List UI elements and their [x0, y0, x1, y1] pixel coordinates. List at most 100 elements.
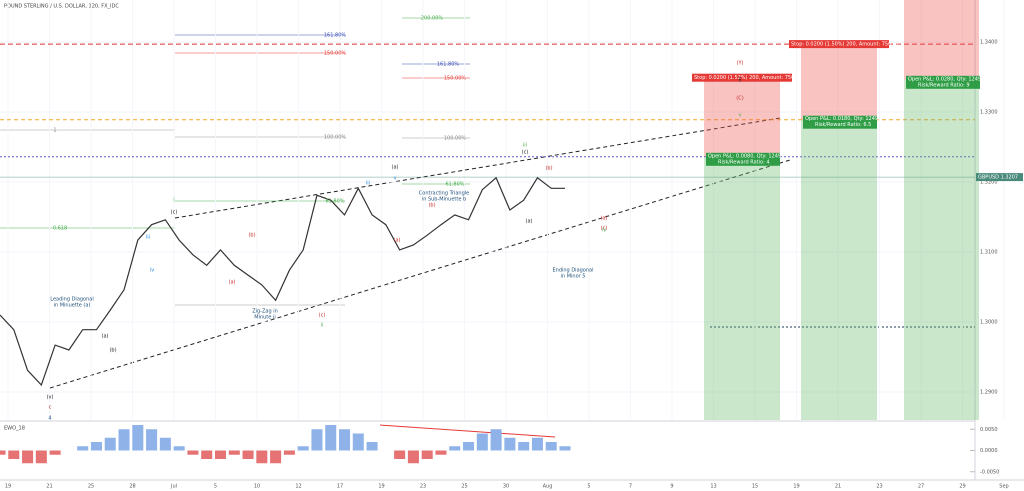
- x-tick-label: 17: [337, 484, 343, 490]
- x-tick-label: 5: [214, 484, 217, 490]
- oscillator-bar: [504, 437, 516, 451]
- annotation: (c): [319, 313, 326, 319]
- annotation: 150.00%: [324, 51, 346, 57]
- x-tick-label: 30: [503, 484, 509, 490]
- trend-line: [49, 159, 791, 389]
- x-tick-label: Jul: [170, 484, 177, 490]
- annotation: in Minor 5: [561, 274, 586, 280]
- annotation: i: [173, 198, 174, 204]
- oscillator-bar: [270, 450, 282, 464]
- x-tick-label: 23: [420, 484, 426, 490]
- chart-title: POUND STERLING / U.S. DOLLAR, 120, FX_ID…: [4, 4, 119, 10]
- stop-zone: [704, 77, 780, 157]
- oscillator-bar: [339, 429, 351, 451]
- oscillator-bar: [435, 450, 447, 455]
- annotation: Minute ii: [254, 315, 275, 321]
- annotation: 1: [53, 128, 56, 134]
- oscillator-bar: [49, 450, 61, 455]
- annotation: Leading Diagonal: [50, 297, 94, 303]
- annotation: (v): [47, 395, 54, 401]
- annotation: (c): [522, 150, 529, 156]
- annotation: 5: [738, 78, 741, 84]
- oscillator-bar: [421, 450, 433, 459]
- x-tick-label: 10: [254, 484, 260, 490]
- x-tick-label: 19: [378, 484, 384, 490]
- stop-zone: [801, 44, 877, 120]
- annotation: c: [49, 405, 52, 411]
- stop-label: Stop: 0.0200 (1.52%) 200, Amount: 750.02: [694, 75, 802, 81]
- target-zone: [801, 119, 877, 420]
- x-tick-label: 29: [959, 484, 965, 490]
- oscillator-bar: [352, 433, 364, 451]
- y-tick-label: 1.3300: [980, 110, 998, 116]
- x-tick-label: 23: [876, 484, 882, 490]
- oscillator-bar: [490, 429, 502, 451]
- y2-tick-label: 0.0050: [980, 427, 998, 433]
- oscillator-bar: [146, 429, 158, 451]
- oscillator-bar: [559, 446, 571, 451]
- x-tick-label: 19: [5, 484, 11, 490]
- x-tick-label: 7: [629, 484, 632, 490]
- annotation: Contracting Triangle: [419, 191, 469, 197]
- x-tick-label: 28: [129, 484, 135, 490]
- oscillator-bar: [173, 446, 185, 451]
- x-tick-label: 12: [295, 484, 301, 490]
- annotation: 100.00%: [324, 135, 346, 141]
- oscillator-bar: [407, 450, 419, 464]
- oscillator-bar: [214, 450, 226, 459]
- stop-label: Stop: 0.0200 (1.50%) 200, Amount: 750.02: [791, 42, 899, 48]
- annotation: (a): [394, 238, 401, 244]
- annotation: v: [739, 113, 742, 119]
- annotation: iii: [523, 143, 527, 149]
- oscillator-bar: [463, 442, 475, 451]
- oscillator-bar: [325, 425, 337, 451]
- trend-line: [174, 117, 781, 219]
- annotation: in Sub-Minuette b: [422, 197, 466, 203]
- annotation: (b): [545, 166, 552, 172]
- annotation: 200.00%: [421, 16, 443, 22]
- oscillator-bar: [159, 437, 171, 451]
- annotation: (c): [171, 210, 178, 216]
- annotation: 161.80%: [324, 33, 346, 39]
- annotation: 150.00%: [444, 76, 466, 82]
- x-tick-label: 25: [461, 484, 467, 490]
- x-tick-label: 27: [918, 484, 924, 490]
- price-line: [0, 176, 565, 387]
- oscillator-bar: [90, 442, 102, 451]
- y2-tick-label: 0.0000: [980, 448, 998, 454]
- rr-label: Risk/Reward Ratio: 9: [918, 82, 970, 88]
- oscillator-bar: [242, 450, 254, 459]
- x-tick-label: 13: [710, 484, 716, 490]
- stop-label-box: [692, 73, 792, 82]
- x-tick-label: 25: [88, 484, 94, 490]
- oscillator-bar: [366, 442, 378, 451]
- oscillator-bar: [77, 446, 89, 451]
- annotation: (b): [109, 348, 116, 354]
- y2-tick-label: -0.0050: [980, 469, 999, 475]
- target-zone: [704, 156, 780, 421]
- annotation: Ending Diagonal: [553, 268, 594, 274]
- x-tick-label: Sep: [999, 484, 1008, 490]
- annotation: in Minuette (a): [54, 303, 91, 309]
- last-price-label: GBPUSD 1.3207: [978, 175, 1018, 181]
- oscillator-bar: [545, 442, 557, 451]
- target-zone: [904, 79, 979, 421]
- oscillator-name: EWO_18: [4, 426, 25, 432]
- annotation: 61.80%: [445, 182, 464, 188]
- stop-zone: [904, 0, 979, 80]
- x-tick-label: 21: [835, 484, 841, 490]
- oscillator-bar: [118, 429, 130, 451]
- pnl-label: Open P&L: 0.0080, Qty: 12499: [708, 153, 784, 159]
- oscillator-bar: [283, 450, 295, 455]
- oscillator-bar: [35, 450, 47, 464]
- annotation: (Y): [737, 61, 744, 67]
- annotation: iv: [150, 268, 154, 274]
- oscillator-bar: [531, 437, 543, 451]
- annotation: (b): [428, 203, 435, 209]
- rr-label: Risk/Reward Ratio: 4: [718, 159, 770, 165]
- annotation: (a): [229, 280, 236, 286]
- pnl-label-box: [706, 152, 780, 166]
- annotation: (c): [601, 226, 608, 232]
- oscillator-bar: [201, 450, 213, 459]
